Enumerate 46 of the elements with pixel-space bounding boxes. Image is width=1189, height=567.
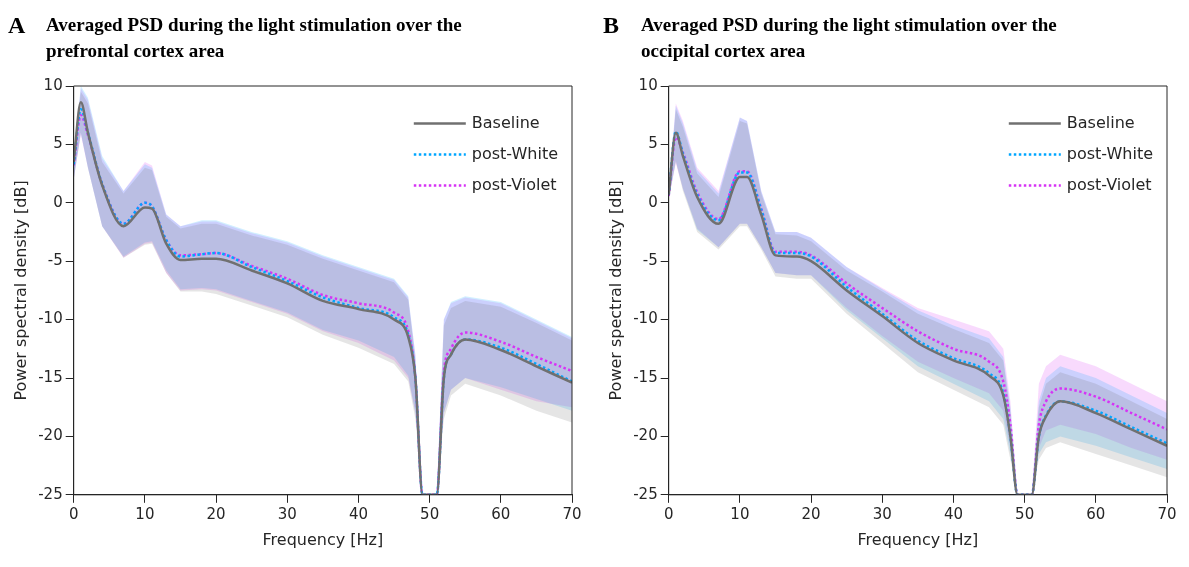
x-tick-label: 10 bbox=[135, 504, 155, 523]
x-tick-label: 0 bbox=[68, 504, 79, 523]
y-tick-label: 10 bbox=[638, 75, 658, 94]
y-tick-label: -10 bbox=[633, 309, 658, 328]
x-tick-label: 50 bbox=[420, 504, 440, 523]
x-tick-label: 20 bbox=[801, 504, 821, 523]
y-tick-label: 0 bbox=[648, 192, 658, 211]
x-tick-label: 20 bbox=[206, 504, 226, 523]
x-tick-label: 40 bbox=[348, 504, 368, 523]
y-axis-title: Power spectral density [dB] bbox=[605, 180, 625, 401]
x-axis-title: Frequency [Hz] bbox=[262, 529, 384, 549]
x-tick-label: 50 bbox=[1015, 504, 1035, 523]
y-tick-label: -5 bbox=[47, 251, 63, 270]
x-tick-label: 70 bbox=[1157, 504, 1177, 523]
chart-title: Averaged PSD during the light stimulation over the occipital cortex area bbox=[641, 13, 1058, 63]
x-tick-label: 70 bbox=[562, 504, 582, 523]
y-tick-label: -25 bbox=[633, 484, 658, 503]
legend-label: Baseline bbox=[1066, 112, 1135, 132]
y-tick-label: -15 bbox=[633, 367, 658, 386]
y-tick-label: -20 bbox=[38, 426, 63, 445]
x-tick-label: 60 bbox=[1086, 504, 1106, 523]
legend-label: post-Violet bbox=[471, 174, 557, 194]
y-axis-title: Power spectral density [dB] bbox=[10, 180, 30, 401]
text: A bbox=[8, 12, 26, 38]
legend-label: post-White bbox=[471, 143, 558, 163]
legend-label: post-White bbox=[1066, 143, 1153, 163]
text: B bbox=[603, 12, 620, 38]
y-tick-label: -10 bbox=[38, 309, 63, 328]
y-tick-label: -5 bbox=[642, 251, 658, 270]
y-tick-label: 10 bbox=[43, 75, 63, 94]
legend-label: post-Violet bbox=[1066, 174, 1152, 194]
x-tick-label: 0 bbox=[663, 504, 674, 523]
y-tick-label: 5 bbox=[53, 134, 63, 153]
y-tick-label: -15 bbox=[38, 367, 63, 386]
x-tick-label: 30 bbox=[872, 504, 892, 523]
y-tick-label: 0 bbox=[53, 192, 63, 211]
legend-label: Baseline bbox=[471, 112, 540, 132]
x-tick-label: 40 bbox=[943, 504, 963, 523]
x-axis-title: Frequency [Hz] bbox=[857, 529, 979, 549]
y-tick-label: -20 bbox=[633, 426, 658, 445]
y-tick-label: -25 bbox=[38, 484, 63, 503]
x-tick-label: 60 bbox=[491, 504, 511, 523]
y-tick-label: 5 bbox=[648, 134, 658, 153]
x-tick-label: 10 bbox=[730, 504, 750, 523]
chart-title: Averaged PSD during the light stimulation over the prefrontal cortex area bbox=[46, 13, 463, 63]
x-tick-label: 30 bbox=[277, 504, 297, 523]
